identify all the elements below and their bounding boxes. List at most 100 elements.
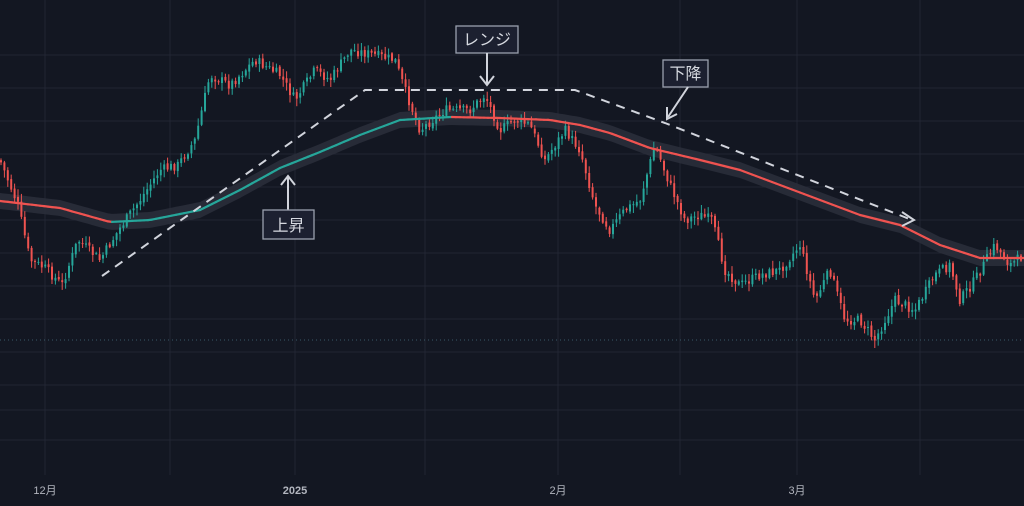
candle-body — [588, 173, 591, 188]
candle-body — [387, 54, 390, 58]
candle-body — [530, 121, 533, 128]
x-axis: 12月 2025 2月 3月 — [33, 485, 805, 497]
candle-body — [958, 288, 961, 304]
candle-body — [595, 197, 597, 207]
candle-body — [204, 92, 206, 112]
rise-trend-line — [101, 89, 913, 277]
candle-body — [571, 136, 574, 139]
candle-body — [176, 161, 179, 172]
candle-body — [493, 105, 495, 121]
candle-body — [57, 277, 60, 280]
candle-body — [683, 213, 686, 219]
candle-body — [931, 279, 934, 281]
candle-body — [129, 210, 132, 214]
annotation-range: レンジ — [455, 25, 519, 87]
candle-body — [598, 207, 601, 215]
candle-body — [10, 179, 13, 190]
candle-body — [873, 335, 876, 341]
candle-body — [948, 262, 951, 273]
candle-body — [975, 272, 978, 279]
candle-body — [183, 157, 186, 159]
candle-body — [890, 306, 893, 317]
x-tick-dec: 12月 — [33, 485, 56, 497]
candle-body — [850, 321, 852, 325]
candle-body — [207, 82, 210, 93]
candle-body — [652, 149, 655, 161]
candle-body — [574, 136, 577, 147]
candle-body — [115, 233, 118, 240]
candle-body — [329, 77, 332, 80]
candle-body — [669, 180, 672, 184]
candle-body — [629, 204, 631, 212]
candle-body — [812, 280, 815, 295]
candle-body — [710, 214, 713, 217]
x-tick-mar: 3月 — [788, 485, 805, 497]
candle-body — [625, 208, 628, 211]
candle-body — [190, 145, 193, 154]
candle-body — [1013, 261, 1016, 263]
candle-body — [646, 174, 648, 188]
candle-body — [421, 129, 424, 132]
candle-body — [414, 112, 417, 119]
candle-body — [935, 272, 937, 282]
candle-body — [809, 274, 812, 282]
candle-body — [765, 274, 767, 278]
candle-body — [918, 299, 920, 310]
candle-body — [6, 170, 9, 181]
candle-body — [826, 270, 829, 280]
candle-body — [802, 247, 805, 254]
candle-body — [357, 51, 359, 57]
candle-body — [142, 193, 145, 203]
candle-body — [544, 155, 546, 160]
candle-body — [557, 137, 560, 149]
candle-body — [380, 52, 383, 55]
candle-body — [95, 253, 98, 255]
candle-body — [992, 244, 995, 256]
candle-body — [788, 261, 791, 268]
candle-body — [700, 212, 703, 220]
candle-body — [122, 225, 125, 228]
candle-body — [221, 77, 223, 83]
candle-body — [299, 93, 302, 98]
candle-body — [884, 322, 886, 330]
candle-body — [360, 50, 363, 56]
candle-body — [846, 318, 849, 322]
candle-body — [384, 53, 387, 59]
candle-body — [411, 103, 414, 112]
candle-body — [945, 264, 948, 273]
candle-body — [85, 243, 87, 245]
candle-body — [693, 216, 696, 218]
candle-body — [612, 223, 614, 235]
candle-body — [989, 253, 992, 255]
candle-body — [37, 261, 40, 263]
candle-body — [146, 189, 149, 195]
candles — [0, 43, 1022, 348]
candle-body — [306, 77, 308, 82]
candle-body — [408, 86, 410, 106]
candle-body — [343, 57, 346, 59]
candle-body — [166, 163, 169, 170]
candle-body — [20, 201, 23, 217]
candle-body — [680, 203, 682, 215]
candle-body — [829, 270, 832, 277]
candle-body — [149, 184, 152, 191]
candle-body — [231, 80, 234, 89]
candle-body — [425, 124, 427, 129]
candle-body — [469, 109, 472, 114]
candle-body — [404, 79, 407, 87]
candle-body — [438, 114, 441, 116]
candle-body — [921, 299, 924, 301]
candle-body — [748, 281, 750, 284]
candle-body — [778, 267, 781, 270]
candle-body — [972, 277, 975, 292]
candle-body — [241, 75, 244, 78]
candle-body — [816, 293, 818, 296]
candle-body — [799, 247, 801, 250]
candle-body — [853, 322, 856, 326]
candle-body — [282, 76, 285, 80]
candle-body — [605, 221, 608, 227]
candle-body — [952, 263, 954, 277]
candle-body — [901, 305, 903, 307]
candle-body — [941, 264, 944, 268]
candle-body — [506, 121, 509, 125]
